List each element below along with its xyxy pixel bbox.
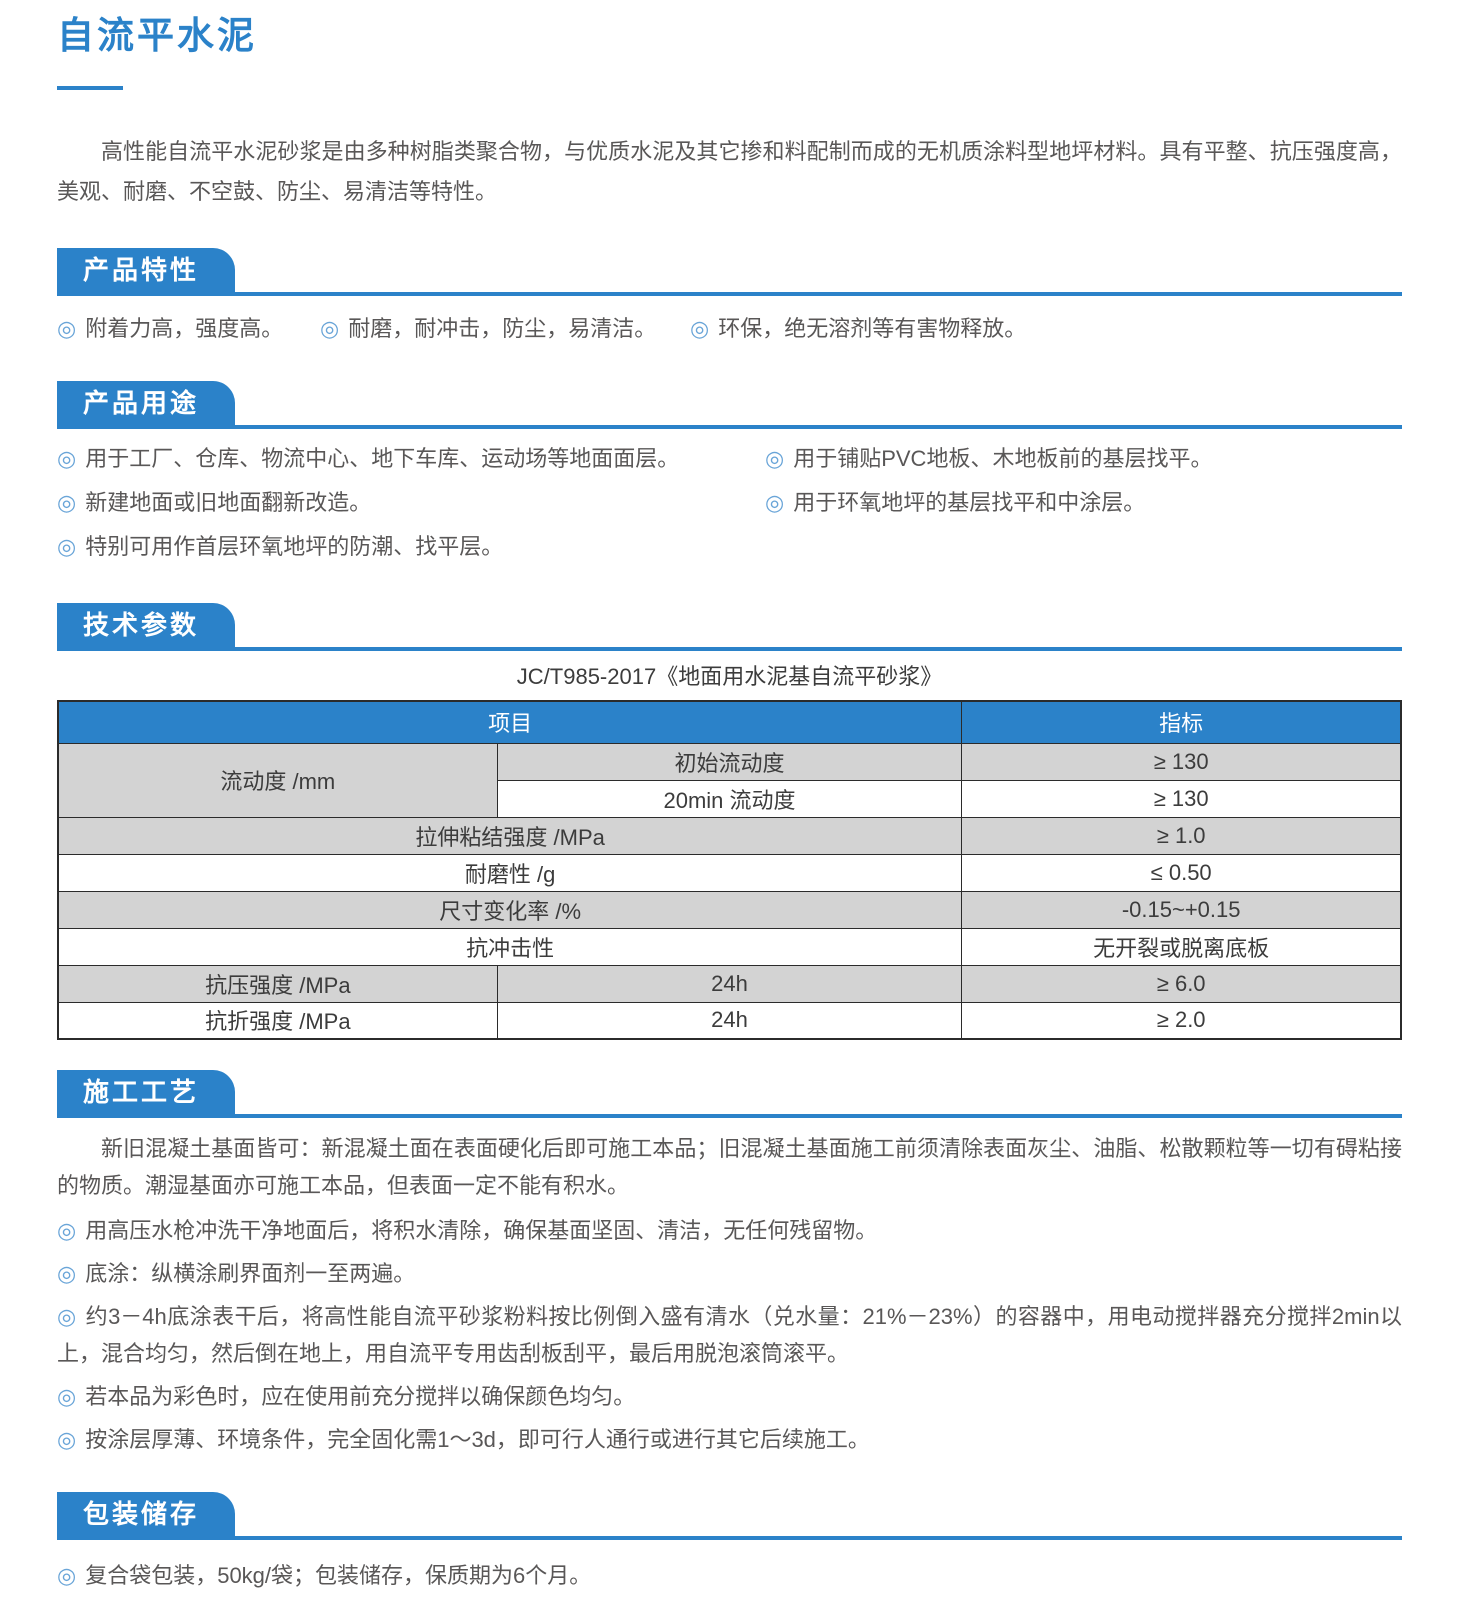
table-cell: ≥ 130 (961, 779, 1402, 818)
list-item: ◎ 用于铺贴PVC地板、木地板前的基层找平。 (765, 441, 1402, 477)
ring-bullet-icon: ◎ (765, 490, 785, 515)
table-cell: 尺寸变化率 /% (57, 890, 963, 929)
uses-list: ◎ 用于工厂、仓库、物流中心、地下车库、运动场等地面面层。 ◎ 新建地面或旧地面翻新… (57, 441, 1402, 573)
ring-bullet-icon: ◎ (57, 1384, 77, 1409)
process-step-text: 若本品为彩色时，应在使用前充分搅拌以确保颜色均匀。 (85, 1384, 636, 1409)
table-cell: 抗冲击性 (57, 927, 963, 966)
list-item: ◎ 耐磨，耐冲击，防尘，易清洁。 (320, 311, 690, 347)
section-tab-tech: 技术参数 (57, 603, 235, 647)
ring-bullet-icon: ◎ (765, 446, 785, 471)
ring-bullet-icon: ◎ (57, 534, 77, 559)
table-row: 流动度 /mm 初始流动度 ≥ 130 (57, 742, 1402, 818)
table-cell: ≥ 2.0 (961, 1001, 1402, 1040)
uses-right-column: ◎ 用于铺贴PVC地板、木地板前的基层找平。 ◎ 用于环氧地坪的基层找平和中涂层。 (765, 441, 1402, 573)
use-text: 用于铺贴PVC地板、木地板前的基层找平。 (793, 446, 1213, 471)
section-header-packaging: 包装储存 (57, 1492, 1402, 1540)
table-row: 抗压强度 /MPa 24h ≥ 6.0 (57, 964, 1402, 1003)
table-cell: 抗压强度 /MPa (57, 964, 498, 1003)
list-item: ◎ 用于工厂、仓库、物流中心、地下车库、运动场等地面面层。 (57, 441, 765, 477)
ring-bullet-icon: ◎ (320, 316, 340, 341)
table-cell: 初始流动度 (496, 742, 963, 781)
intro-paragraph: 高性能自流平水泥砂浆是由多种树脂类聚合物，与优质水泥及其它掺和料配制而成的无机质… (57, 139, 1402, 204)
list-item: ◎ 特别可用作首层环氧地坪的防潮、找平层。 (57, 529, 765, 565)
list-item: ◎ 用于环氧地坪的基层找平和中涂层。 (765, 485, 1402, 521)
column-header-item: 项目 (57, 700, 963, 744)
section-tab-uses: 产品用途 (57, 381, 235, 425)
section-header-features: 产品特性 (57, 248, 1402, 296)
ring-bullet-icon: ◎ (57, 446, 77, 471)
table-cell: ≥ 130 (961, 742, 1402, 781)
section-header-uses: 产品用途 (57, 381, 1402, 429)
ring-bullet-icon: ◎ (57, 490, 77, 515)
feature-text: 附着力高，强度高。 (85, 316, 284, 341)
use-text: 用于环氧地坪的基层找平和中涂层。 (793, 490, 1146, 515)
process-intro-paragraph: 新旧混凝土基面皆可：新混凝土面在表面硬化后即可施工本品；旧混凝土基面施工前须清除… (57, 1136, 1402, 1198)
table-cell: ≥ 1.0 (961, 816, 1402, 855)
section-tab-features: 产品特性 (57, 248, 235, 292)
table-cell: 20min 流动度 (496, 779, 963, 818)
section-tab-packaging: 包装储存 (57, 1492, 235, 1536)
ring-bullet-icon: ◎ (690, 316, 710, 341)
list-item: ◎ 按涂层厚薄、环境条件，完全固化需1～3d，即可行人通行或进行其它后续施工。 (57, 1421, 1402, 1458)
table-row: 抗折强度 /MPa 24h ≥ 2.0 (57, 1001, 1402, 1040)
table-cell: ≤ 0.50 (961, 853, 1402, 892)
ring-bullet-icon: ◎ (57, 1304, 77, 1329)
uses-left-column: ◎ 用于工厂、仓库、物流中心、地下车库、运动场等地面面层。 ◎ 新建地面或旧地面翻新… (57, 441, 765, 573)
table-cell: 抗折强度 /MPa (57, 1001, 498, 1040)
ring-bullet-icon: ◎ (57, 1261, 77, 1286)
use-text: 特别可用作首层环氧地坪的防潮、找平层。 (85, 534, 504, 559)
title-underline (57, 86, 123, 90)
table-row: 尺寸变化率 /% -0.15~+0.15 (57, 890, 1402, 929)
tech-params-table: 项目 指标 流动度 /mm 初始流动度 ≥ 130 20min 流动度 ≥ 13… (57, 700, 1402, 1040)
table-cell: -0.15~+0.15 (961, 890, 1402, 929)
ring-bullet-icon: ◎ (57, 1427, 77, 1452)
table-cell: 24h (496, 964, 963, 1003)
section-header-tech: 技术参数 (57, 603, 1402, 651)
process-step-text: 用高压水枪冲洗干净地面后，将积水清除，确保基面坚固、清洁，无任何残留物。 (85, 1218, 878, 1243)
process-step-text: 按涂层厚薄、环境条件，完全固化需1～3d，即可行人通行或进行其它后续施工。 (85, 1427, 870, 1452)
column-header-index: 指标 (961, 700, 1402, 744)
section-tab-process: 施工工艺 (57, 1070, 235, 1114)
process-step-text: 约3－4h底涂表干后，将高性能自流平砂浆粉料按比例倒入盛有清水（兑水量：21%－… (57, 1304, 1402, 1366)
feature-text: 耐磨，耐冲击，防尘，易清洁。 (348, 316, 657, 341)
process-list: ◎ 用高压水枪冲洗干净地面后，将积水清除，确保基面坚固、清洁，无任何残留物。 ◎ 底… (57, 1212, 1402, 1458)
standard-caption: JC/T985-2017《地面用水泥基自流平砂浆》 (516, 664, 943, 689)
list-item: ◎ 若本品为彩色时，应在使用前充分搅拌以确保颜色均匀。 (57, 1378, 1402, 1415)
list-item: ◎ 底涂：纵横涂刷界面剂一至两遍。 (57, 1255, 1402, 1292)
table-header-row: 项目 指标 (57, 700, 1402, 744)
list-item: ◎ 环保，绝无溶剂等有害物释放。 (690, 311, 1026, 347)
list-item: ◎ 约3－4h底涂表干后，将高性能自流平砂浆粉料按比例倒入盛有清水（兑水量：21%… (57, 1298, 1402, 1372)
table-row: 抗冲击性 无开裂或脱离底板 (57, 927, 1402, 966)
ring-bullet-icon: ◎ (57, 316, 77, 341)
table-row: 拉伸粘结强度 /MPa ≥ 1.0 (57, 816, 1402, 855)
table-row: 20min 流动度 ≥ 130 (58, 779, 1402, 818)
table-cell: 耐磨性 /g (57, 853, 963, 892)
process-step-text: 底涂：纵横涂刷界面剂一至两遍。 (85, 1261, 416, 1286)
table-cell: 24h (496, 1001, 963, 1040)
feature-text: 环保，绝无溶剂等有害物释放。 (718, 316, 1027, 341)
packaging-text: 复合袋包装，50kg/袋；包装储存，保质期为6个月。 (85, 1563, 592, 1588)
ring-bullet-icon: ◎ (57, 1563, 77, 1588)
page-title: 自流平水泥 (57, 15, 257, 56)
table-cell: 无开裂或脱离底板 (961, 927, 1402, 966)
use-text: 用于工厂、仓库、物流中心、地下车库、运动场等地面面层。 (85, 446, 680, 471)
list-item: ◎ 复合袋包装，50kg/袋；包装储存，保质期为6个月。 (57, 1558, 1402, 1594)
list-item: ◎ 附着力高，强度高。 (57, 311, 320, 347)
table-cell: 拉伸粘结强度 /MPa (57, 816, 963, 855)
table-row: 耐磨性 /g ≤ 0.50 (57, 853, 1402, 892)
table-cell: 流动度 /mm (57, 742, 498, 818)
list-item: ◎ 新建地面或旧地面翻新改造。 (57, 485, 765, 521)
section-header-process: 施工工艺 (57, 1070, 1402, 1118)
use-text: 新建地面或旧地面翻新改造。 (85, 490, 372, 515)
list-item: ◎ 用高压水枪冲洗干净地面后，将积水清除，确保基面坚固、清洁，无任何残留物。 (57, 1212, 1402, 1249)
ring-bullet-icon: ◎ (57, 1218, 77, 1243)
table-cell: ≥ 6.0 (961, 964, 1402, 1003)
features-list: ◎ 附着力高，强度高。 ◎ 耐磨，耐冲击，防尘，易清洁。 ◎ 环保，绝无溶剂等有害物释… (57, 311, 1402, 347)
